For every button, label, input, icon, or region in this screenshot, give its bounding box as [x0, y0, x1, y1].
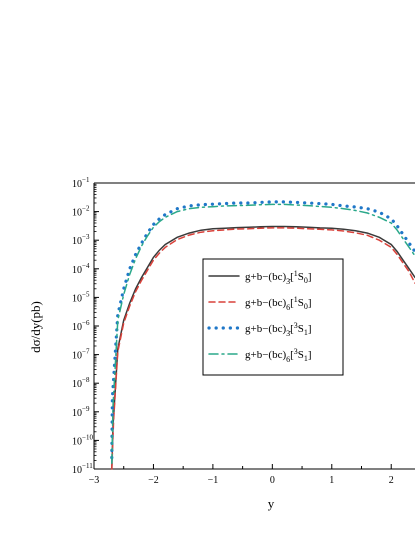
x-tick-label: −3	[89, 475, 100, 486]
y-tick-label: 10−6	[72, 319, 90, 333]
series-line-4	[111, 203, 415, 465]
legend: g+b−(bc)3̄[1S0] g+b−(bc)6[1S0] g+b−(bc)3̄[…	[202, 258, 344, 376]
x-tick-label: 0	[270, 475, 275, 486]
legend-label: g+b−(bc)3̄[1S0]	[245, 269, 312, 286]
legend-label: g+b−(bc)3̄[3S1]	[245, 321, 312, 338]
y-tick-label: 10−9	[72, 405, 90, 419]
series-line-1	[111, 225, 415, 470]
x-tick-label: −1	[208, 475, 219, 486]
y-axis-title: dσ/dy(pb)	[28, 301, 43, 353]
legend-label: g+b−(bc)6[1S0]	[245, 295, 312, 312]
y-tick-label: 10−7	[72, 348, 90, 362]
legend-box	[202, 258, 344, 376]
y-tick-label: 10−1	[72, 176, 90, 190]
x-tick-label: 1	[329, 475, 334, 486]
y-tick-label: 10−2	[72, 205, 90, 219]
series-line-3	[110, 200, 415, 460]
y-tick-label: 10−10	[72, 433, 93, 447]
series-layer	[110, 200, 415, 470]
x-tick-label: 2	[389, 475, 394, 486]
y-tick-label: 10−8	[72, 376, 90, 390]
legend-label: g+b−(bc)6[3S1]	[245, 347, 312, 364]
x-tick-label: −2	[148, 475, 159, 486]
series-line-2	[111, 227, 415, 470]
y-tick-label: 10−3	[72, 233, 90, 247]
x-axis-title: y	[268, 496, 275, 511]
y-tick-label: 10−5	[72, 290, 90, 304]
y-tick-label: 10−11	[72, 462, 93, 476]
y-tick-label: 10−4	[72, 262, 90, 276]
